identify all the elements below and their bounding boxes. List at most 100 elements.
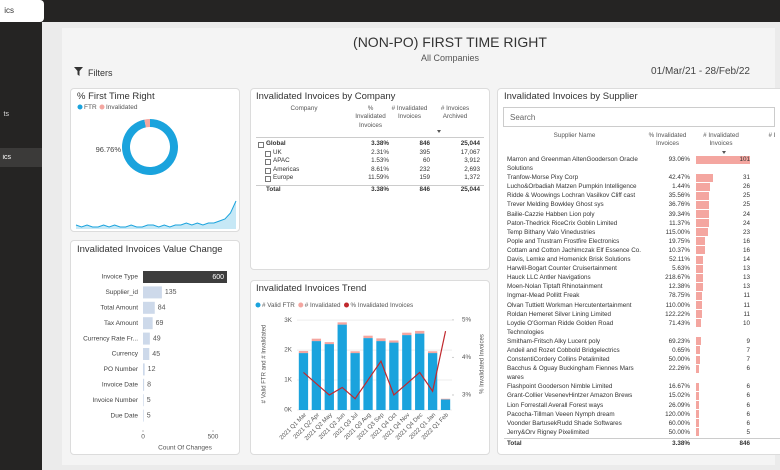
table-cell: 846: [419, 185, 430, 193]
table-cell: 23: [742, 228, 750, 236]
table-cell: APAC: [256, 157, 352, 166]
expander: [258, 142, 264, 148]
table-row[interactable]: Flashpoint Gooderson Nimble Limited 16.67…: [504, 382, 780, 391]
column-header: Supplier Name: [553, 132, 596, 139]
count-cell: 11: [690, 310, 752, 319]
table-cell: 120.00%: [665, 410, 690, 418]
supplier-name: Ridde & Woowings Lochran Vasilkov Cliff …: [507, 192, 636, 200]
search-box[interactable]: Search: [503, 107, 775, 127]
table-row[interactable]: Smitham-Fritsch Alky Lucent poly 69.23% 9: [504, 337, 780, 346]
table-row[interactable]: ConstentiCordery Collins Petalimited 50.0…: [504, 355, 780, 364]
column-header: # Invalidated Invoices: [703, 132, 739, 148]
sort-indicator: [437, 130, 441, 133]
count-cell: 6: [690, 401, 752, 410]
table-row[interactable]: Hauck LLC Antler Navigations 218.67% 13: [504, 273, 780, 282]
table-cell: 3.38%: [371, 185, 389, 193]
table-row[interactable]: Bacchus & Oguay Buckingham Fiennes Mars …: [504, 364, 780, 382]
table-row[interactable]: Lucho&Orbadiah Matzen Pumpkin Intelligen…: [504, 182, 780, 191]
count-cell: 6: [690, 391, 752, 400]
table-row[interactable]: Olvan Tuttiett Workman Hercutentertainme…: [504, 301, 780, 310]
sidebar: ts ics: [0, 22, 42, 470]
table-cell: 11: [743, 310, 750, 318]
supplier-name: Olvan Tuttiett Workman Hercutentertainme…: [507, 301, 632, 309]
supplier-name: ConstentiCordery Collins Petalimited: [507, 356, 610, 364]
nav-tab[interactable]: ics: [0, 0, 44, 22]
data-bar: [696, 382, 700, 391]
count-cell: 13: [690, 264, 752, 273]
data-bar: [696, 246, 705, 255]
count-cell: 24: [690, 219, 752, 228]
table-cell: 78.75%: [668, 292, 690, 300]
table-row: Europe 11.59% 159 1,372: [256, 174, 484, 183]
table-row[interactable]: Marron and Greenman AltenGooderson Oracl…: [504, 155, 780, 173]
table-row: APAC 1.53% 60 3,912: [256, 157, 484, 166]
expander: [265, 167, 271, 174]
data-bar: [696, 210, 709, 219]
table-row[interactable]: Voonder BartusekRudd Shade Softwares 60.0…: [504, 419, 780, 428]
panel-trend: [250, 280, 490, 455]
panel-title: Invalidated Invoices by Company: [256, 91, 396, 102]
table-cell: 17,067: [460, 148, 480, 156]
table-row[interactable]: Jerry&Orv Rigney Pixelimited 50.00% 5: [504, 428, 780, 437]
table-cell: 5: [746, 428, 750, 436]
table-row[interactable]: Ingmar-Mead Pollitt Freak 78.75% 11: [504, 291, 780, 300]
table-cell: 2,693: [464, 165, 480, 173]
table-cell: 115.00%: [665, 228, 690, 236]
count-cell: 13: [690, 273, 752, 282]
table-cell: 15.02%: [668, 392, 690, 400]
supplier-name: Marron and Greenman AltenGooderson Oracl…: [507, 156, 638, 173]
table-cell: 846: [739, 439, 750, 447]
table-row[interactable]: Temp Bithany Valo Vinedustries 115.00% 23: [504, 228, 780, 237]
filters-button[interactable]: Filters: [88, 68, 113, 78]
table-row[interactable]: Grant-Collier VesenevHintzer Amazon Brew…: [504, 391, 780, 400]
count-cell: 14: [690, 255, 752, 264]
data-bar: [696, 155, 750, 164]
nav-item[interactable]: ts: [3, 111, 9, 118]
table-row[interactable]: Harwill-Bogart Counter Cruisertainment 5.…: [504, 264, 780, 273]
table-cell: 13: [742, 283, 750, 291]
nav-item[interactable]: ics: [2, 154, 11, 161]
supplier-name: Moen-Nolan Tiptaft Rhinotainment: [507, 283, 603, 291]
table-cell: 35.56%: [668, 192, 690, 200]
table-row[interactable]: Roldan Hemeret Silver Lining Limited 122.…: [504, 310, 780, 319]
supplier-name: Temp Bithany Valo Vinedustries: [507, 228, 596, 236]
table-cell: 395: [419, 148, 430, 156]
count-cell: 846: [690, 439, 752, 448]
table-cell: 122.22%: [665, 310, 690, 318]
supplier-name: Lion Forrestall Averall Forest ways: [507, 401, 604, 409]
table-cell: 11: [743, 292, 750, 300]
count-cell: 6: [690, 364, 752, 382]
data-bar: [696, 410, 700, 419]
supplier-name: Davis, Lemke and Homenick Brisk Solution…: [507, 256, 631, 264]
table-row[interactable]: Ridde & Woowings Lochran Vasilkov Cliff …: [504, 191, 780, 200]
table-row[interactable]: Tranfow-Morse Pixy Corp 42.47% 31: [504, 173, 780, 182]
panel-supplier: [497, 88, 780, 455]
filter-icon[interactable]: [74, 67, 84, 76]
table-cell: 218.67%: [665, 274, 690, 282]
table-cell: 26.09%: [668, 401, 690, 409]
data-bar: [696, 182, 710, 191]
table-row: Americas 8.61% 232 2,693: [256, 166, 484, 175]
supplier-name: Paton-Thedrick RiceCrix Goblin Limited: [507, 219, 618, 227]
table-cell: 50.00%: [668, 428, 690, 436]
supplier-name: Roldan Hemeret Silver Lining Limited: [507, 310, 611, 318]
table-row[interactable]: Pople and Trustram Frostfire Electronics…: [504, 237, 780, 246]
table-cell: 7: [746, 356, 750, 364]
table-cell: 6: [746, 365, 750, 373]
table-row[interactable]: Trever Melding Bowkley Ghost sys 36.76% 25: [504, 200, 780, 209]
panel-title: Invalidated Invoices Trend: [256, 283, 367, 294]
table-row[interactable]: Andeil and Rozet Cobbold Bridgelectrics 0…: [504, 346, 780, 355]
table-row[interactable]: Paton-Thedrick RiceCrix Goblin Limited 11…: [504, 219, 780, 228]
table-row[interactable]: Cottam and Cotton Jachimczak Elf Essence…: [504, 246, 780, 255]
table-cell: 232: [419, 165, 430, 173]
table-row[interactable]: Davis, Lemke and Homenick Brisk Solution…: [504, 255, 780, 264]
count-cell: 6: [690, 382, 752, 391]
table-row[interactable]: Loydie O'Gorman Ridde Golden Road Techno…: [504, 319, 780, 337]
table-row[interactable]: Pacocha-Tillman Veeen Nymph dream 120.00%…: [504, 410, 780, 419]
table-row[interactable]: Bailie-Cazzie Habben Lion poly 39.34% 24: [504, 210, 780, 219]
data-bar: [696, 255, 704, 264]
table-row[interactable]: Moen-Nolan Tiptaft Rhinotainment 12.38% 13: [504, 282, 780, 291]
table-cell: 71.43%: [668, 319, 690, 327]
table-cell: 2.31%: [371, 148, 389, 156]
table-row[interactable]: Lion Forrestall Averall Forest ways 26.09…: [504, 401, 780, 410]
